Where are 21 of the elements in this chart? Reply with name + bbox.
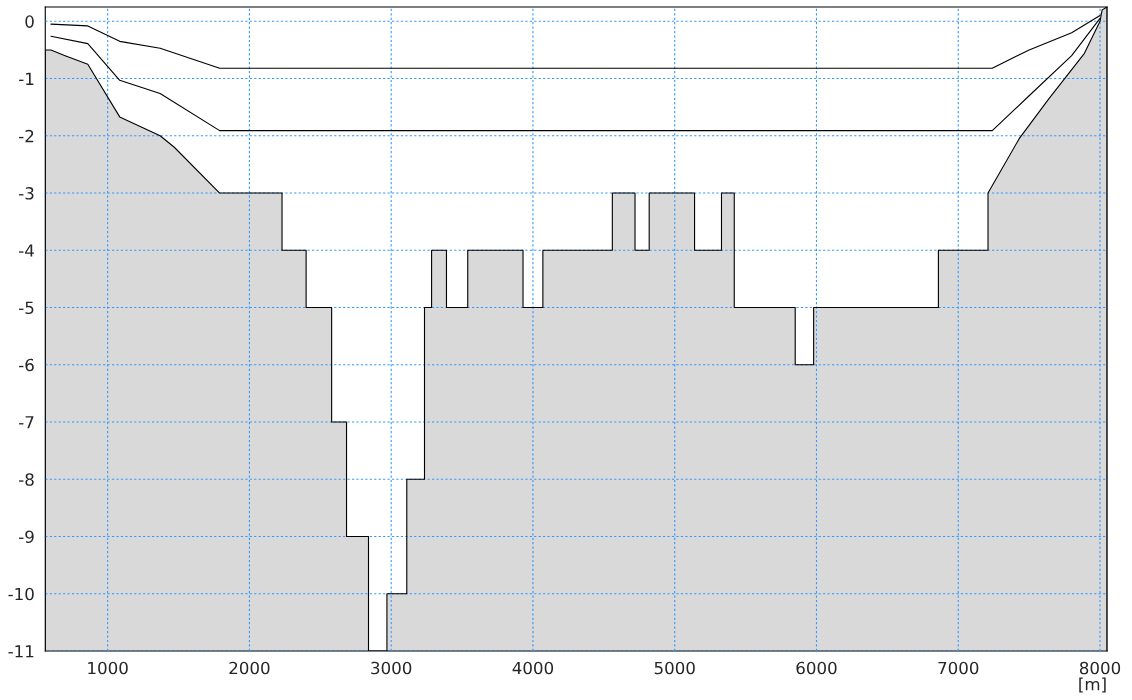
y-tick-label: -6 [19, 358, 34, 372]
x-tick-label: 3000 [371, 661, 412, 675]
x-tick-label: 8000 [1079, 661, 1121, 675]
y-tick-label: -2 [19, 129, 34, 143]
x-axis-title: [m] [1079, 677, 1106, 693]
x-tick-label: 2000 [229, 661, 270, 675]
x-tick-label: 4000 [512, 661, 554, 675]
x-tick-label: 6000 [796, 661, 837, 675]
y-tick-label: -7 [19, 416, 34, 429]
y-tick-label: -10 [8, 587, 34, 601]
y-tick-label: -3 [19, 187, 34, 200]
y-tick-label: -8 [19, 473, 34, 486]
x-tick-label: 7000 [938, 661, 979, 675]
y-tick-label: -1 [19, 72, 34, 85]
y-tick-label: -11 [8, 645, 34, 658]
x-tick-label: 5000 [654, 661, 695, 675]
y-tick-label: -4 [19, 244, 34, 257]
x-tick-label: 1000 [88, 661, 128, 675]
y-tick-label: -9 [19, 530, 34, 544]
y-tick-label: -5 [19, 301, 34, 315]
y-tick-label: 0 [25, 15, 34, 28]
